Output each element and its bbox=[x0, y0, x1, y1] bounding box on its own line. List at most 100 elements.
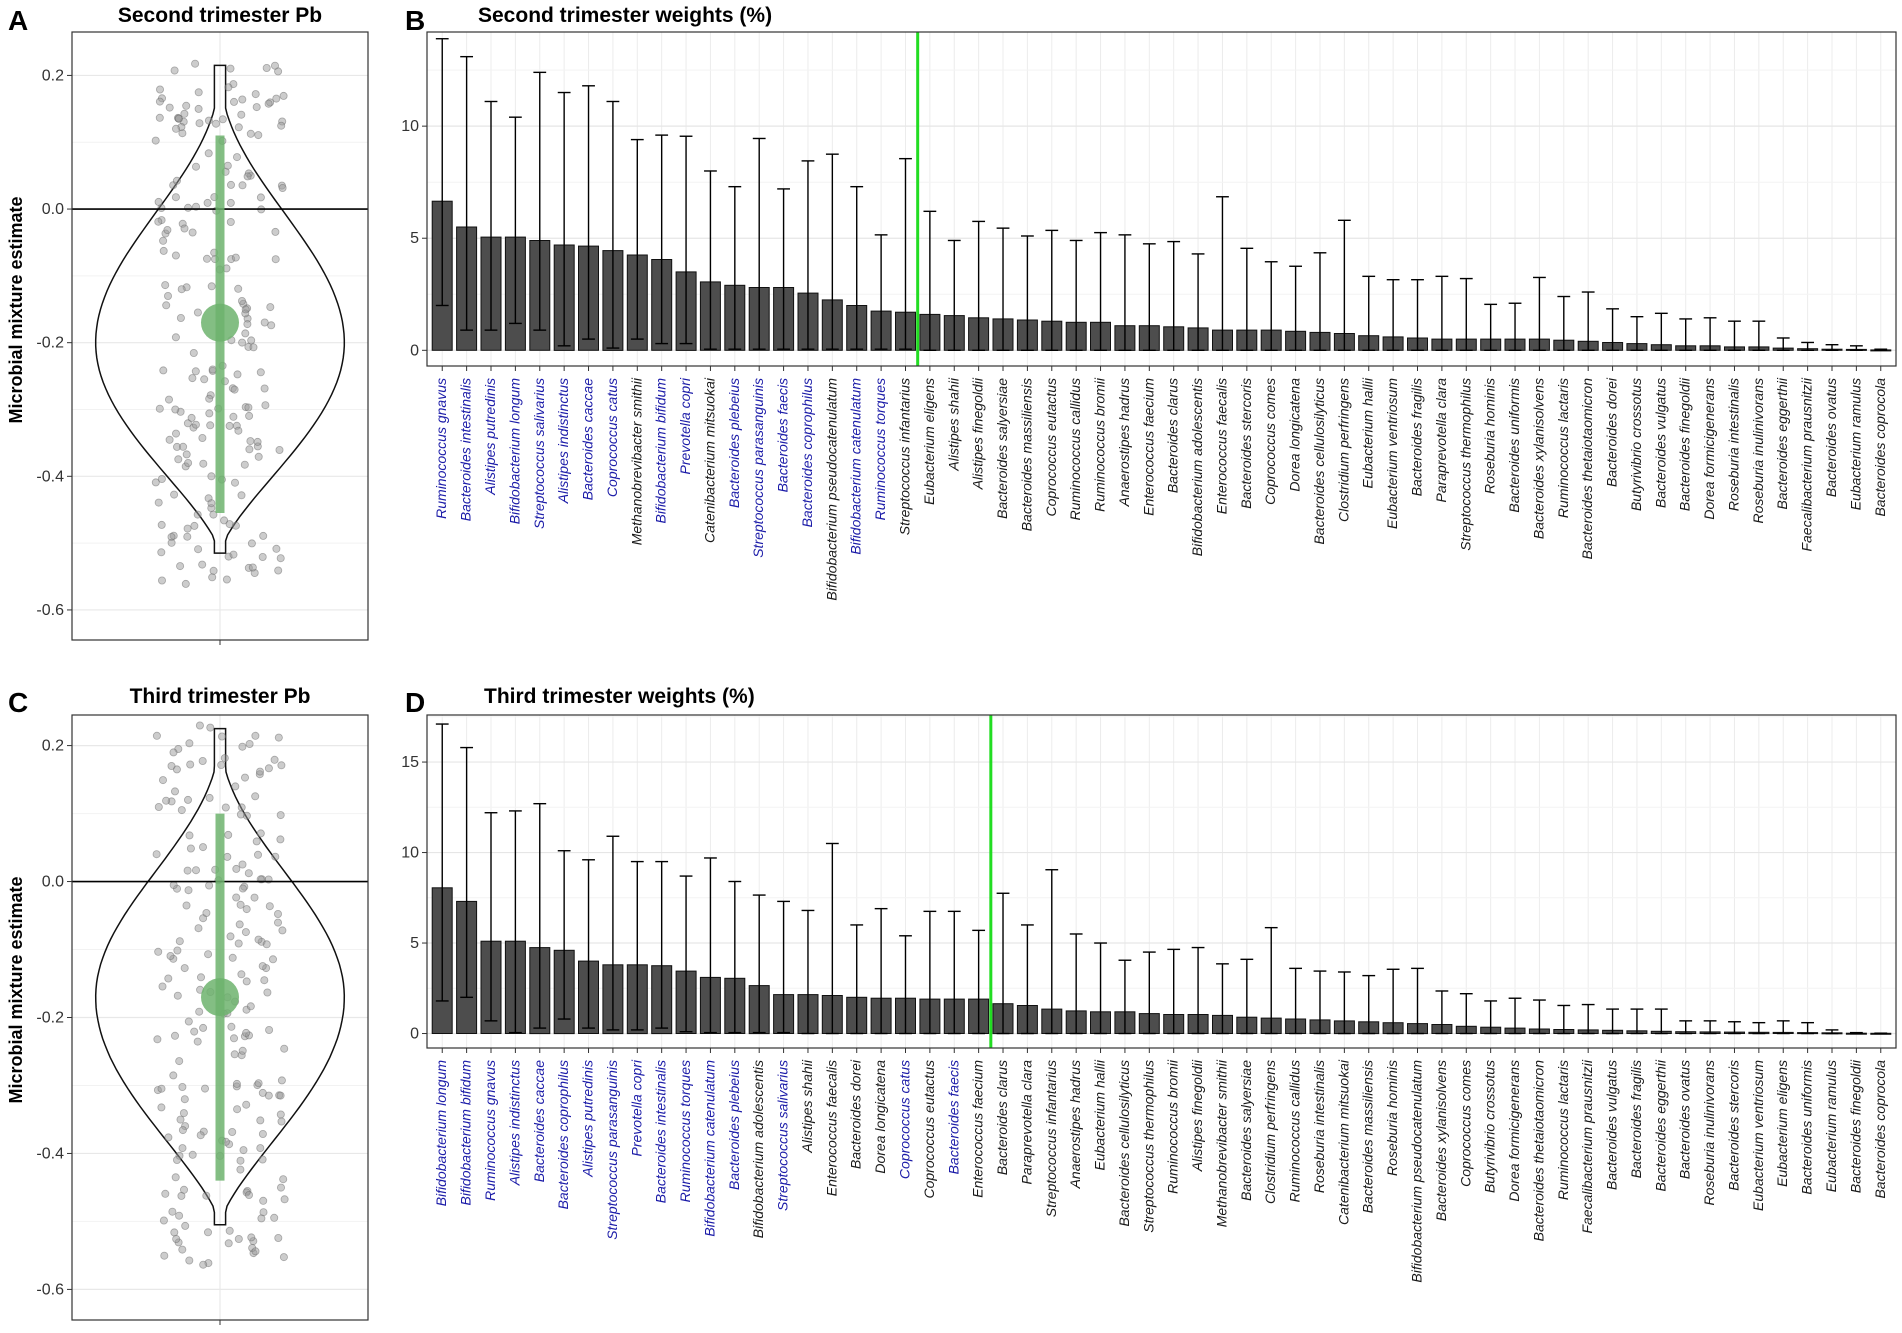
x-label: Bacteroides xylanisolvens bbox=[1530, 378, 1546, 539]
data-point bbox=[238, 860, 247, 869]
data-point bbox=[204, 950, 213, 959]
data-point bbox=[165, 435, 174, 444]
data-point bbox=[159, 1216, 168, 1225]
data-point bbox=[280, 1195, 289, 1204]
data-point bbox=[233, 1105, 242, 1114]
data-point bbox=[279, 1253, 288, 1262]
data-point bbox=[260, 318, 269, 327]
data-point bbox=[235, 920, 244, 929]
x-label: Bacteroides fragilis bbox=[1628, 1060, 1644, 1178]
y-tick-label: -0.6 bbox=[36, 602, 64, 619]
panel-d-plot-area bbox=[426, 714, 1897, 1053]
data-point bbox=[155, 404, 164, 413]
data-point bbox=[169, 748, 178, 757]
panel-b-bar-chart: B Second trimester weights (%) 0 5 10 Rumi… bbox=[401, 4, 1897, 601]
x-label: Alistipes shahii bbox=[945, 377, 961, 471]
data-point bbox=[231, 782, 240, 791]
data-point bbox=[237, 491, 246, 500]
y-tick-label: -0.4 bbox=[36, 1145, 64, 1162]
data-point bbox=[157, 520, 166, 529]
data-point bbox=[254, 131, 263, 140]
x-label: Bifidobacterium bifidum bbox=[458, 1060, 474, 1206]
data-point bbox=[224, 83, 233, 92]
data-point bbox=[246, 437, 255, 446]
data-point bbox=[205, 793, 214, 802]
violin-outline bbox=[94, 727, 346, 1226]
data-point bbox=[202, 1191, 211, 1200]
panel-b-xlabels: Ruminococcus gnavus Bacteroides intestina… bbox=[433, 377, 1888, 600]
data-point bbox=[175, 1057, 184, 1066]
data-point bbox=[237, 970, 246, 979]
data-point bbox=[251, 90, 260, 99]
data-point bbox=[178, 1083, 187, 1092]
data-point bbox=[241, 305, 250, 314]
data-point bbox=[258, 1088, 267, 1097]
data-point bbox=[261, 401, 270, 410]
data-point bbox=[231, 253, 240, 262]
panel-letter-d: D bbox=[405, 687, 425, 718]
data-point bbox=[225, 421, 234, 430]
data-point bbox=[260, 976, 269, 985]
data-point bbox=[208, 365, 217, 374]
x-label: Clostridium perfringens bbox=[1262, 1060, 1278, 1204]
data-point bbox=[270, 61, 279, 70]
x-label: Alistipes finegoldii bbox=[1189, 1059, 1205, 1172]
x-label: Bifidobacterium longum bbox=[433, 1060, 449, 1207]
data-point bbox=[226, 217, 235, 226]
x-label: Coprococcus catus bbox=[604, 378, 620, 497]
panel-b-plot-area bbox=[426, 31, 1897, 371]
data-point bbox=[244, 403, 253, 412]
data-point bbox=[243, 320, 252, 329]
x-label: Bacteroides xylanisolvens bbox=[1433, 1060, 1449, 1221]
x-label: Dorea formicigenerans bbox=[1506, 1060, 1522, 1202]
x-label: Bacteroides massiliensis bbox=[1360, 1060, 1376, 1213]
data-point bbox=[198, 433, 207, 442]
data-point bbox=[155, 97, 164, 106]
data-point bbox=[251, 1247, 260, 1256]
data-point bbox=[242, 977, 251, 986]
data-point bbox=[187, 413, 196, 422]
data-point bbox=[203, 1228, 212, 1237]
data-point bbox=[270, 755, 279, 764]
data-point bbox=[249, 343, 258, 352]
data-point bbox=[220, 754, 229, 763]
y-tick-label: -0.4 bbox=[36, 468, 64, 485]
y-tick-label: 0 bbox=[410, 342, 419, 359]
x-label: Bacteroides eggerthii bbox=[1652, 1059, 1668, 1191]
panel-d-xlabels: Bifidobacterium longum Bifidobacterium bi… bbox=[433, 1059, 1888, 1282]
data-point bbox=[195, 1007, 204, 1016]
data-point bbox=[172, 1156, 181, 1165]
data-point bbox=[190, 521, 199, 530]
data-point bbox=[204, 116, 213, 125]
data-point bbox=[262, 940, 271, 949]
data-point bbox=[220, 516, 229, 525]
panel-a-ylabel: Microbial mixture estimate bbox=[6, 196, 26, 423]
data-point bbox=[218, 115, 227, 124]
data-point bbox=[179, 1109, 188, 1118]
x-label: Bacteroides caccae bbox=[531, 1060, 547, 1182]
data-point bbox=[191, 367, 200, 376]
data-point bbox=[175, 1211, 184, 1220]
x-label: Alistipes finegoldii bbox=[970, 377, 986, 490]
x-label: Bifidobacterium longum bbox=[506, 378, 522, 525]
data-point bbox=[171, 333, 180, 342]
data-point bbox=[175, 937, 184, 946]
data-point bbox=[154, 498, 163, 507]
data-point bbox=[209, 510, 218, 519]
data-point bbox=[181, 1221, 190, 1230]
data-point bbox=[236, 1165, 245, 1174]
x-label: Enterococcus faecium bbox=[1140, 378, 1156, 516]
data-point bbox=[191, 59, 200, 68]
data-point bbox=[248, 563, 257, 572]
data-point bbox=[246, 1002, 255, 1011]
x-label: Alistipes indistinctus bbox=[506, 1060, 522, 1186]
data-point bbox=[238, 742, 247, 751]
data-point bbox=[232, 153, 241, 162]
x-label: Bacteroides cellulosilyticus bbox=[1311, 378, 1327, 545]
data-point bbox=[205, 881, 214, 890]
x-label: Bacteroides stercoris bbox=[1238, 378, 1254, 509]
data-point bbox=[233, 370, 242, 379]
data-point bbox=[278, 926, 287, 935]
panel-b-yticks: 0 5 10 bbox=[401, 118, 427, 359]
data-point bbox=[265, 902, 274, 911]
